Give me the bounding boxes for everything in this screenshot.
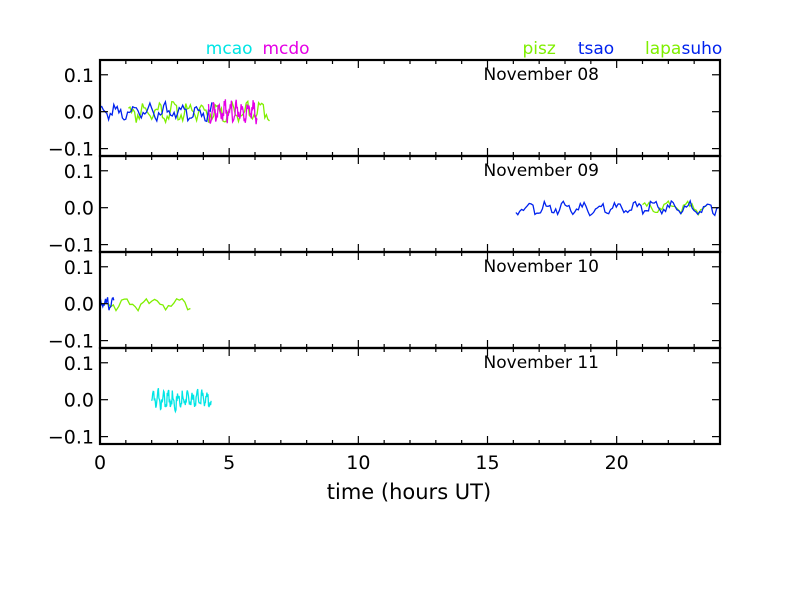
panel-3-ytick-label-1: 0.1 [64,257,94,279]
panel-3-series-2 [100,296,115,311]
panel-2-ytick-label-2: 0.0 [64,198,94,220]
panel-3-ytick-label-3: −0.1 [48,331,94,353]
site-label-mcdo: mcdo [262,39,309,59]
panel-4-ytick-label-2: 0.0 [64,390,94,412]
panel-1-ytick-label-3: −0.1 [48,139,94,161]
panel-2-ytick-label-1: 0.1 [64,161,94,183]
site-label-lapa: lapa [645,39,681,59]
site-label-mcao: mcao [206,39,253,59]
x-axis: 0 5 10 15 20 [94,452,629,474]
panel-1-series-3 [207,99,258,125]
panel-2-date-label: November 09 [484,161,599,181]
panel-1: 0.1 0.0 −0.1 November 08 [48,58,722,161]
site-label-tsao: tsao [578,39,614,59]
panel-1-date-label: November 08 [484,65,599,85]
panel-1-series-2 [100,99,213,123]
xtick-label-2: 5 [223,452,235,474]
panel-3-series-1 [107,297,191,313]
site-label-pisz: pisz [523,39,556,59]
site-label-row: mcao mcdo pisz tsao lapa suho [206,39,723,59]
panel-4-ytick-label-3: −0.1 [48,427,94,449]
panels: 0.1 0.0 −0.1 November 08 0.1 0.0 −0.1 November … [48,58,722,449]
panel-4-ytick-label-1: 0.1 [64,353,94,375]
panel-4-date-label: November 11 [484,353,599,373]
panel-2-ytick-label-3: −0.1 [48,235,94,257]
xtick-label-5: 20 [605,452,629,474]
xtick-label-3: 10 [346,452,370,474]
panel-2: 0.1 0.0 −0.1 November 09 [48,154,722,257]
panel-3-date-label: November 10 [484,257,599,277]
x-axis-title: time (hours UT) [327,480,491,504]
xtick-label-1: 0 [94,452,106,474]
panel-1-ytick-label-2: 0.0 [64,102,94,124]
panel-4: 0.1 0.0 −0.1 November 11 [48,346,722,449]
panel-2-series-2 [515,199,719,217]
panel-1-ytick-label-1: 0.1 [64,65,94,87]
panel-4-series-1 [151,388,212,414]
panel-3-ytick-label-2: 0.0 [64,294,94,316]
xtick-label-4: 15 [475,452,499,474]
site-label-suho: suho [682,39,723,59]
